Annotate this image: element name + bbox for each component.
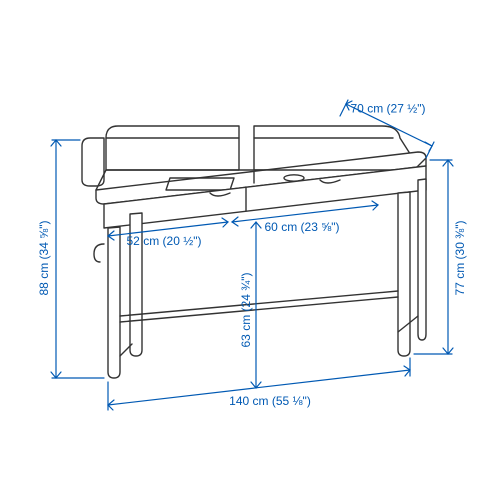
desk-drawing [82,126,426,378]
label-width: 140 cm (55 ⅛") [229,394,311,408]
label-total-height: 88 cm (34 ⅝") [37,221,51,296]
label-table-height: 77 cm (30 ⅜") [453,221,467,296]
label-drawer-right: 60 cm (23 ⅝") [265,220,340,234]
label-depth: 70 cm (27 ½") [351,102,426,116]
dimension-diagram: 70 cm (27 ½") 52 cm (20 ½") 60 cm (23 ⅝"… [0,0,500,500]
label-drawer-left: 52 cm (20 ½") [127,234,202,248]
label-under-height: 63 cm (24 ¾") [239,273,253,348]
